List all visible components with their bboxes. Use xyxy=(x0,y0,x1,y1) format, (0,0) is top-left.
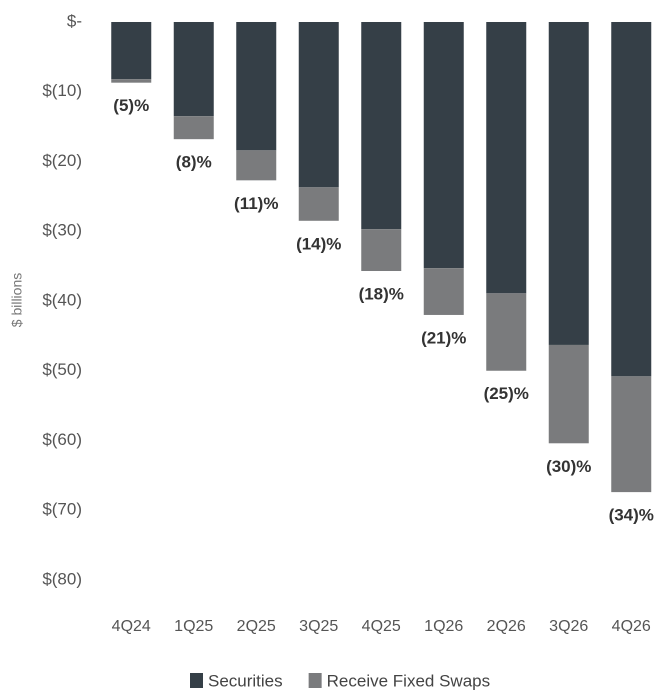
bar-segment xyxy=(423,268,464,315)
annotation: (5)% xyxy=(113,96,149,115)
annotation: (11)% xyxy=(234,194,278,213)
bar-segment xyxy=(298,187,339,221)
annotation: (30)% xyxy=(546,457,591,476)
y-tick-label: $(30) xyxy=(42,221,82,240)
y-tick-label: $(80) xyxy=(42,569,82,588)
x-tick-label: 4Q25 xyxy=(362,618,401,635)
x-tick-label: 1Q25 xyxy=(174,618,213,635)
annotation: (25)% xyxy=(484,384,529,403)
bar-segment xyxy=(361,22,402,230)
bar-segment xyxy=(173,116,214,140)
y-tick-label: $(10) xyxy=(42,81,82,100)
bar-segment xyxy=(173,22,214,117)
bar-segment xyxy=(111,22,152,80)
x-tick-label: 2Q25 xyxy=(237,618,276,635)
x-tick-label: 1Q26 xyxy=(424,618,463,635)
x-tick-label: 3Q25 xyxy=(299,618,338,635)
bar-segment xyxy=(361,229,402,272)
bar-segment xyxy=(548,22,589,345)
annotation: (21)% xyxy=(421,328,466,347)
x-tick-label: 3Q26 xyxy=(549,618,588,635)
bar-segment xyxy=(486,22,527,294)
bar-segment xyxy=(486,293,527,371)
bar-segment xyxy=(611,22,652,377)
annotation: (18)% xyxy=(359,284,404,303)
y-tick-label: $(50) xyxy=(42,360,82,379)
x-tick-label: 2Q26 xyxy=(487,618,526,635)
bar-segment xyxy=(423,22,464,269)
y-tick-label: $(60) xyxy=(42,430,82,449)
x-tick-label: 4Q26 xyxy=(612,618,651,635)
annotation: (34)% xyxy=(609,506,654,525)
bar-segment xyxy=(236,22,277,151)
bar-segment xyxy=(236,150,277,181)
bar-segment xyxy=(111,79,152,83)
bar-segment xyxy=(548,344,589,444)
bar-segment xyxy=(298,22,339,188)
y-tick-label: $(20) xyxy=(42,151,82,170)
legend-swatch xyxy=(190,673,203,688)
y-tick-label: $- xyxy=(67,11,82,30)
legend-swatch xyxy=(308,673,322,688)
y-tick-label: $(70) xyxy=(42,500,82,519)
y-axis-label: $ billions xyxy=(9,273,25,327)
annotation: (8)% xyxy=(176,153,212,172)
legend-label: Securities xyxy=(208,671,283,690)
x-tick-label: 4Q24 xyxy=(112,618,151,635)
legend-label: Receive Fixed Swaps xyxy=(327,671,490,690)
y-tick-label: $(40) xyxy=(42,290,82,309)
annotation: (14)% xyxy=(296,234,341,253)
bar-segment xyxy=(611,376,652,493)
